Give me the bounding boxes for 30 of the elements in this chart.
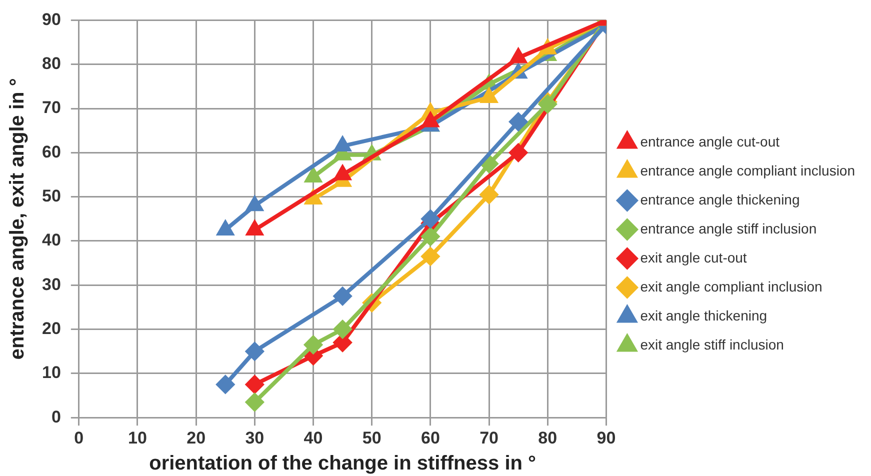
x-tick-label: 90 [596,428,616,448]
x-tick-label: 80 [538,428,558,448]
x-tick-label: 30 [245,428,264,448]
legend-label: exit angle thickening [640,307,768,324]
y-tick-label: 50 [42,186,61,206]
y-tick-label: 80 [42,54,61,74]
legend-label: entrance angle compliant inclusion [640,162,856,178]
y-tick-label: 60 [42,142,61,162]
y-tick-label: 30 [42,274,61,294]
x-tick-label: 20 [186,428,206,448]
x-axis-title: orientation of the change in stiffness in ° [149,452,536,475]
legend-label: exit angle stiff inclusion [640,336,784,352]
legend-label: entrance angle thickening [640,191,800,208]
y-tick-label: 40 [42,230,61,250]
legend-label: entrance angle stiff inclusion [640,220,817,236]
y-tick-label: 20 [42,318,61,338]
legend-label: exit angle cut-out [640,249,747,266]
y-axis-title: entrance angle, exit angle in ° [6,78,29,360]
x-tick-label: 70 [480,428,498,448]
legend-label: entrance angle cut-out [640,133,780,150]
x-tick-label: 10 [128,428,147,448]
x-tick-label: 40 [304,428,323,448]
y-tick-label: 70 [42,98,61,118]
legend-label: exit angle compliant inclusion [640,278,822,294]
x-tick-label: 60 [420,428,440,448]
y-tick-label: 10 [42,363,61,382]
x-tick-label: 0 [74,428,84,448]
y-tick-label: 90 [42,10,61,29]
y-tick-label: 0 [51,407,61,426]
x-tick-label: 50 [362,428,382,448]
